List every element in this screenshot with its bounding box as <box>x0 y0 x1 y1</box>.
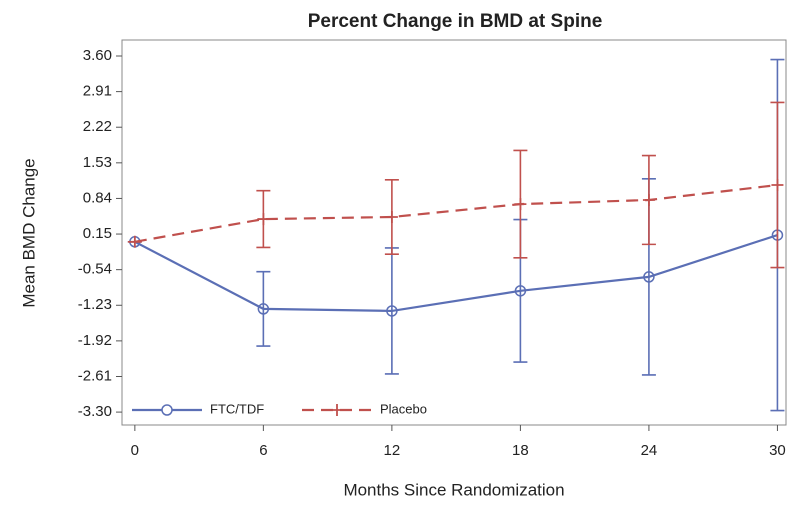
y-tick-label: 3.60 <box>83 47 112 64</box>
marker <box>514 285 527 297</box>
y-tick-label: 0.84 <box>83 189 112 206</box>
marker <box>514 198 527 211</box>
y-tick-label: -0.54 <box>78 261 112 278</box>
y-tick-label: -3.30 <box>78 403 112 420</box>
marker <box>642 193 655 206</box>
y-tick-label: -2.61 <box>78 367 112 384</box>
x-tick-label: 6 <box>259 442 267 459</box>
legend-label: FTC/TDF <box>210 401 264 416</box>
x-axis-label: Months Since Randomization <box>343 480 564 499</box>
x-tick-label: 12 <box>384 442 401 459</box>
x-tick-label: 24 <box>641 442 658 459</box>
marker <box>128 235 141 248</box>
y-tick-label: 2.91 <box>83 83 112 100</box>
marker <box>257 303 270 315</box>
marker <box>385 211 398 224</box>
y-axis-label: Mean BMD Change <box>19 158 38 307</box>
marker <box>771 179 784 192</box>
plot-frame <box>121 39 787 426</box>
x-tick-label: 18 <box>512 442 529 459</box>
series-line <box>134 183 778 243</box>
legend-marker <box>331 404 343 416</box>
legend-marker <box>161 404 173 416</box>
y-tick-label: 1.53 <box>83 154 112 171</box>
y-tick-label: 0.15 <box>83 225 112 242</box>
legend-label: Placebo <box>380 401 427 416</box>
y-tick-label: -1.23 <box>78 296 112 313</box>
chart-title: Percent Change in BMD at Spine <box>308 11 603 32</box>
marker <box>643 271 655 283</box>
series-line <box>134 234 778 313</box>
marker <box>386 305 398 317</box>
y-tick-label: 2.22 <box>83 118 112 135</box>
y-tick-label: -1.92 <box>78 332 112 349</box>
x-tick-label: 0 <box>131 442 139 459</box>
marker <box>257 213 270 226</box>
x-tick-label: 30 <box>769 442 786 459</box>
